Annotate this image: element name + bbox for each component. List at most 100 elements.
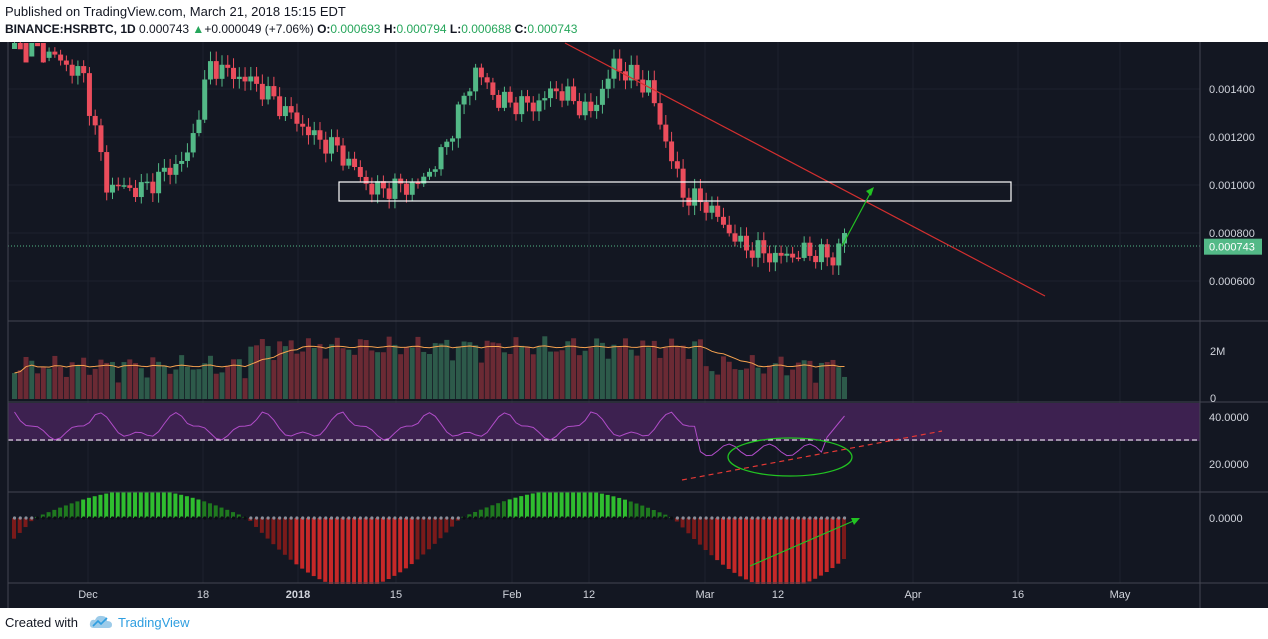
zero-dot	[687, 516, 691, 520]
volume-bar	[444, 339, 450, 399]
zero-dot	[537, 516, 541, 520]
volume-bar	[133, 363, 139, 399]
candle-body	[207, 61, 213, 80]
price-axis-label: 0.000800	[1209, 228, 1255, 240]
breakout-arrow[interactable]	[841, 189, 873, 247]
volume-bar	[346, 349, 352, 399]
zero-dot	[214, 516, 218, 520]
momentum-bar	[305, 518, 310, 573]
momentum-bar	[29, 518, 34, 522]
candle-body	[576, 101, 582, 116]
candle-body	[427, 171, 432, 177]
candle-body	[674, 161, 680, 169]
momentum-bar	[427, 518, 431, 550]
volume-bar	[622, 338, 628, 399]
volume-bar	[357, 339, 363, 399]
volume-bar	[542, 336, 548, 399]
zero-dot	[329, 516, 334, 520]
volume-bar	[121, 362, 127, 399]
momentum-arrowhead	[851, 518, 860, 525]
rsi-axis-label: 40.0000	[1209, 412, 1249, 424]
volume-bar	[628, 349, 634, 399]
momentum-bar	[415, 518, 420, 560]
momentum-bar	[213, 505, 218, 518]
volume-bar	[519, 345, 525, 399]
candle-body	[478, 67, 484, 78]
candle-body	[202, 79, 208, 120]
momentum-bar	[767, 518, 772, 584]
chart-canvas[interactable]: 0.001400 0.001200 0.001000 0.000800 0.000600…	[0, 42, 1268, 608]
momentum-bar	[323, 518, 328, 582]
rsi-low-ellipse[interactable]	[727, 437, 853, 477]
momentum-bar	[133, 492, 138, 518]
momentum-bar	[17, 518, 22, 533]
volume-bar	[58, 366, 64, 399]
zero-dot	[796, 516, 800, 520]
momentum-bar	[709, 518, 714, 556]
candle-body	[121, 185, 127, 187]
momentum-bar	[265, 518, 270, 539]
volume-bar	[524, 346, 530, 399]
zero-dot	[779, 516, 783, 520]
open-label: O:	[317, 22, 331, 36]
descending-trendline[interactable]	[564, 42, 1046, 297]
zero-dot	[629, 516, 633, 520]
volume-bar	[282, 346, 288, 399]
zero-dot	[577, 516, 581, 520]
volume-pane[interactable]	[12, 336, 847, 399]
candle-body	[127, 185, 133, 188]
momentum-arrow[interactable]	[749, 518, 859, 567]
momentum-bar	[594, 492, 599, 518]
momentum-bar	[795, 518, 800, 584]
momentum-bar	[375, 518, 380, 584]
volume-bar	[813, 382, 819, 399]
price-axis-label: 0.001400	[1209, 84, 1255, 96]
momentum-pane[interactable]	[12, 492, 860, 584]
volume-bar	[772, 363, 778, 399]
zero-dot	[566, 516, 570, 520]
volume-bar	[150, 357, 156, 399]
candle-body	[767, 253, 773, 263]
zero-dot	[514, 516, 518, 520]
zero-dot	[347, 516, 351, 520]
zero-dot	[612, 516, 616, 520]
candle-body	[484, 77, 490, 83]
zero-dot	[531, 516, 535, 520]
volume-bar	[375, 352, 381, 399]
volume-bar	[818, 362, 824, 399]
zero-dot	[35, 516, 40, 520]
zero-dot	[445, 516, 449, 520]
zero-dot	[756, 516, 760, 520]
zero-dot	[623, 516, 628, 520]
candle-body	[830, 257, 836, 266]
momentum-bar	[749, 518, 754, 583]
zero-dot	[606, 516, 610, 520]
resistance-box[interactable]	[338, 181, 1012, 202]
zero-dot	[589, 516, 593, 520]
volume-bar	[81, 357, 87, 399]
momentum-bar	[259, 518, 264, 533]
momentum-bar	[294, 518, 299, 565]
zero-dot	[595, 516, 599, 520]
published-caption: Published on TradingView.com, March 21, …	[5, 4, 346, 19]
zero-dot	[508, 516, 512, 520]
footer-bar: Created with TradingView	[0, 608, 1268, 639]
momentum-bar	[507, 499, 512, 518]
momentum-bar	[104, 493, 109, 518]
zero-dot	[197, 516, 201, 520]
tradingview-link[interactable]: TradingView	[118, 615, 190, 630]
momentum-bar	[236, 514, 241, 518]
candle-body	[409, 182, 415, 195]
price-pane[interactable]	[8, 42, 1200, 297]
tradingview-cloud-icon[interactable]	[88, 613, 114, 631]
volume-bar	[98, 359, 104, 399]
volume-bar	[720, 356, 726, 399]
rsi-pane[interactable]	[8, 403, 1200, 481]
zero-dot	[583, 516, 587, 520]
rsi-support-trendline[interactable]	[681, 430, 943, 481]
volume-bar	[536, 346, 542, 399]
zero-dot	[802, 516, 806, 520]
candle-body	[784, 253, 790, 256]
candle-body	[196, 119, 202, 134]
momentum-bar	[490, 505, 495, 518]
